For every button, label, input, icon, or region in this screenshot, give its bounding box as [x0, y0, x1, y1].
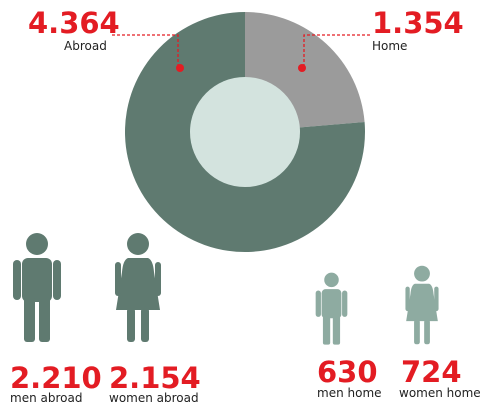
figure-caption: women home [399, 386, 481, 400]
leader-dot [176, 64, 184, 72]
donut-hole [190, 77, 300, 187]
figure-value: 724 [401, 355, 462, 389]
leader-dot [298, 64, 306, 72]
category-label: Abroad [64, 39, 107, 53]
value-label: 4.364 [28, 6, 120, 40]
man-icon [13, 233, 61, 342]
figure-caption: men abroad [10, 391, 82, 405]
figure-value: 630 [317, 355, 378, 389]
value-label: 1.354 [372, 6, 464, 40]
figure-value: 2.154 [109, 361, 201, 395]
leader-line [303, 34, 370, 67]
figure-value: 2.210 [10, 361, 102, 395]
man-icon [315, 272, 348, 345]
leader-line [112, 34, 179, 67]
woman-icon [115, 233, 161, 342]
woman-icon [405, 265, 439, 345]
figure-caption: men home [317, 386, 382, 400]
figure-caption: women abroad [109, 391, 199, 405]
category-label: Home [372, 39, 407, 53]
